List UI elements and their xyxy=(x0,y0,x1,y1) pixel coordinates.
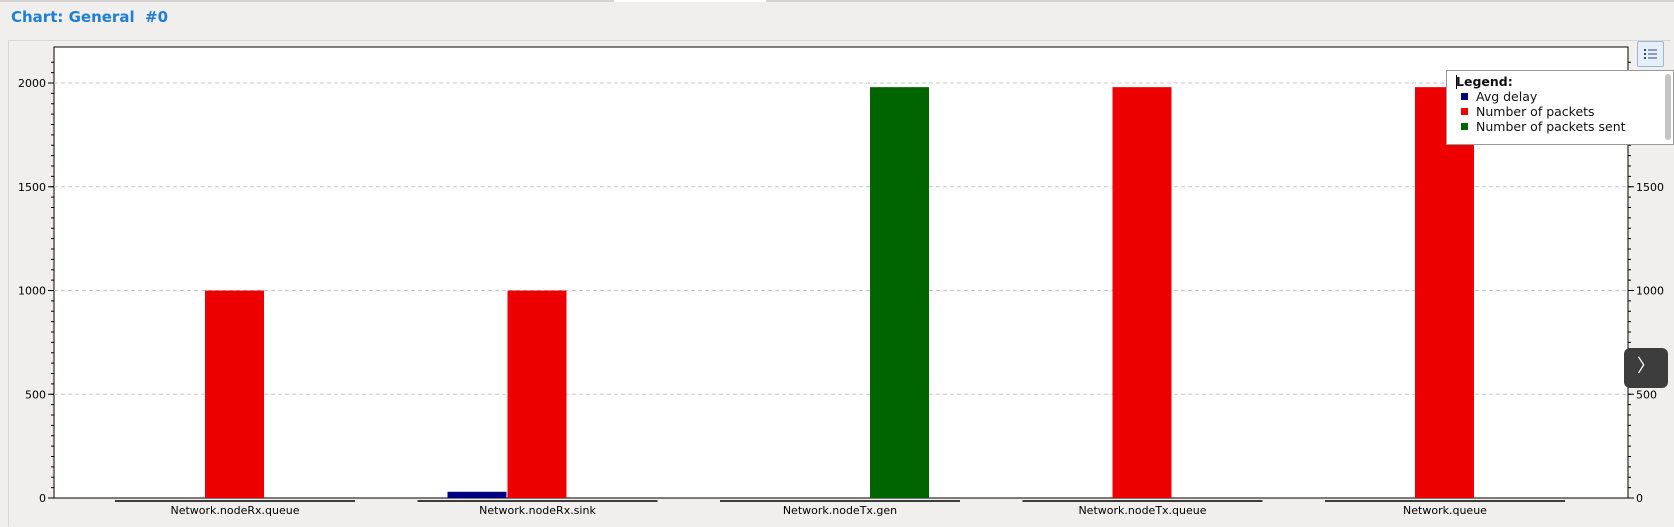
legend-title: Legend: xyxy=(1456,74,1513,89)
bar xyxy=(870,87,929,499)
y-tick-label: 1000 xyxy=(18,285,46,298)
legend-scrollbar[interactable] xyxy=(1665,74,1671,140)
y2-tick-label: 500 xyxy=(1636,388,1657,401)
y-tick-label: 0 xyxy=(39,492,46,505)
legend-label: Avg delay xyxy=(1476,89,1538,104)
top-border-highlight xyxy=(614,0,766,2)
y2-tick-label: 1000 xyxy=(1636,285,1664,298)
legend-label: Number of packets sent xyxy=(1476,119,1626,134)
category-label: Network.nodeTx.queue xyxy=(1078,504,1206,517)
category-label: Network.nodeRx.sink xyxy=(479,504,596,517)
bar xyxy=(205,290,264,498)
y2-tick-label: 0 xyxy=(1636,492,1643,505)
list-icon xyxy=(1644,49,1657,59)
legend-swatch-avg-delay xyxy=(1461,93,1468,100)
legend-label: Number of packets xyxy=(1476,104,1595,119)
bar xyxy=(507,290,567,498)
category-label: Network.nodeTx.gen xyxy=(783,504,897,517)
legend-box: Legend: Avg delay Number of packets Numb… xyxy=(1446,70,1674,145)
legend-text-cursor xyxy=(1456,75,1457,89)
y-tick-label: 500 xyxy=(25,388,46,401)
top-border xyxy=(0,0,1674,2)
chart-title: Chart: General #0 xyxy=(11,8,169,26)
bar xyxy=(1112,87,1172,499)
chart-frame xyxy=(8,40,1671,526)
bar xyxy=(1415,87,1474,499)
expand-panel-button[interactable]: 〉 xyxy=(1624,348,1668,388)
legend-swatch-number-of-packets-sent xyxy=(1461,123,1468,130)
y-tick-label: 2000 xyxy=(18,77,46,90)
y-tick-label: 1500 xyxy=(18,181,46,194)
plot-area xyxy=(53,46,1629,499)
category-label: Network.nodeRx.queue xyxy=(171,504,300,517)
category-label: Network.queue xyxy=(1403,504,1487,517)
y2-tick-label: 1500 xyxy=(1636,181,1664,194)
legend-swatch-number-of-packets xyxy=(1461,108,1468,115)
bar xyxy=(447,491,507,498)
toggle-legend-button[interactable] xyxy=(1637,41,1664,67)
